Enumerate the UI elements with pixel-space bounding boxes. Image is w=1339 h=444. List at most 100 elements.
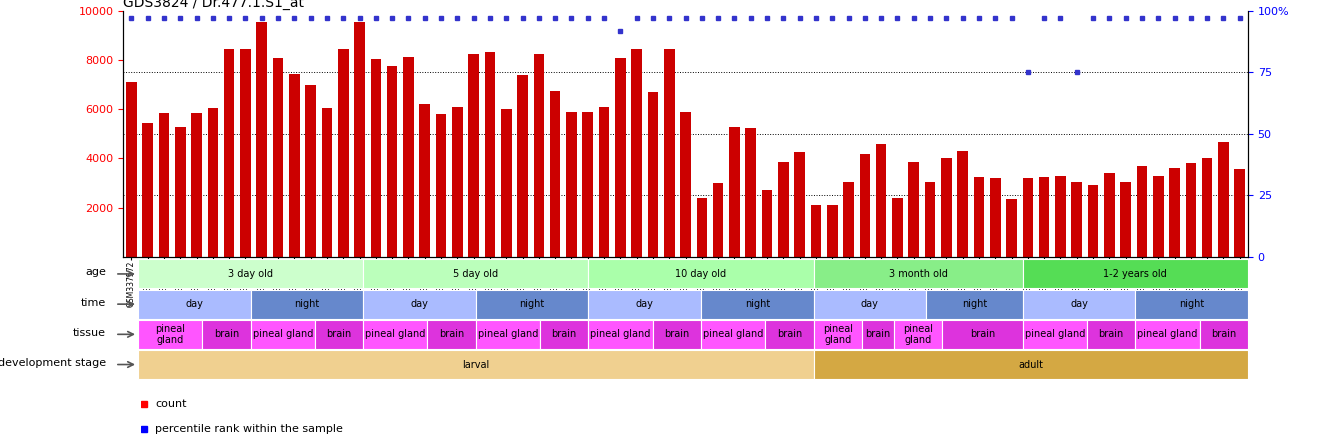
Bar (138, 320, 202, 349)
Bar (1169, 168, 1180, 257)
Text: tissue: tissue (72, 328, 106, 338)
Bar (814, 259, 1023, 289)
Bar (696, 198, 707, 257)
Bar (680, 112, 691, 257)
Bar (533, 54, 544, 257)
Bar (588, 259, 814, 289)
Text: day: day (411, 299, 428, 309)
Bar (138, 289, 250, 319)
Bar (908, 162, 919, 257)
Bar (1135, 289, 1248, 319)
Bar (250, 320, 315, 349)
Bar (1039, 177, 1050, 257)
Text: night: night (1180, 299, 1204, 309)
Text: brain: brain (327, 329, 352, 339)
Text: brain: brain (777, 329, 802, 339)
Bar (876, 144, 886, 257)
Bar (1023, 320, 1087, 349)
Bar (175, 127, 186, 257)
Text: day: day (185, 299, 204, 309)
Bar (453, 107, 463, 257)
Bar (475, 289, 588, 319)
Bar (1055, 176, 1066, 257)
Bar (191, 113, 202, 257)
Text: pineal gland: pineal gland (590, 329, 651, 339)
Bar (224, 49, 234, 257)
Bar (599, 107, 609, 257)
Bar (305, 85, 316, 257)
Bar (315, 320, 363, 349)
Bar (138, 259, 363, 289)
Bar (250, 289, 363, 319)
Bar (371, 59, 382, 257)
Bar (957, 151, 968, 257)
Text: 3 month old: 3 month old (889, 269, 948, 279)
Bar (1087, 186, 1098, 257)
Bar (387, 66, 398, 257)
Text: night: night (961, 299, 987, 309)
Bar (702, 320, 766, 349)
Bar (257, 22, 266, 257)
Text: brain: brain (664, 329, 690, 339)
Bar (1087, 320, 1135, 349)
Text: pineal
gland: pineal gland (822, 324, 853, 345)
Bar (844, 182, 854, 257)
Bar (363, 289, 475, 319)
Bar (702, 289, 814, 319)
Bar (427, 320, 475, 349)
Bar (1023, 289, 1135, 319)
Bar (582, 112, 593, 257)
Bar (1071, 182, 1082, 257)
Text: brain: brain (214, 329, 240, 339)
Bar (1235, 170, 1245, 257)
Bar (289, 74, 300, 257)
Bar (652, 320, 702, 349)
Bar (1185, 163, 1196, 257)
Text: count: count (155, 400, 187, 409)
Text: 5 day old: 5 day old (453, 269, 498, 279)
Text: 3 day old: 3 day old (228, 269, 273, 279)
Text: pineal gland: pineal gland (478, 329, 538, 339)
Bar (1218, 143, 1229, 257)
Bar (892, 198, 902, 257)
Text: day: day (861, 299, 878, 309)
Text: 1-2 years old: 1-2 years old (1103, 269, 1168, 279)
Text: pineal gland: pineal gland (703, 329, 763, 339)
Bar (1135, 320, 1200, 349)
Text: day: day (636, 299, 653, 309)
Bar (469, 54, 479, 257)
Bar (615, 58, 625, 257)
Text: brain: brain (1212, 329, 1236, 339)
Text: brain: brain (439, 329, 465, 339)
Bar (814, 320, 862, 349)
Bar (540, 320, 588, 349)
Text: percentile rank within the sample: percentile rank within the sample (155, 424, 343, 434)
Bar (485, 52, 495, 257)
Bar (941, 159, 952, 257)
Bar (1121, 182, 1131, 257)
Bar (927, 289, 1023, 319)
Bar (1137, 166, 1148, 257)
Bar (762, 190, 773, 257)
Text: larval: larval (462, 360, 489, 369)
Text: brain: brain (969, 329, 995, 339)
Bar (1105, 173, 1114, 257)
Bar (973, 177, 984, 257)
Bar (208, 108, 218, 257)
Bar (550, 91, 561, 257)
Text: brain: brain (552, 329, 577, 339)
Text: night: night (295, 299, 320, 309)
Bar (501, 109, 511, 257)
Text: pineal
gland: pineal gland (155, 324, 185, 345)
Bar (363, 259, 588, 289)
Bar (990, 178, 1000, 257)
Text: night: night (520, 299, 545, 309)
Bar (355, 22, 364, 257)
Bar (517, 75, 528, 257)
Bar (862, 320, 894, 349)
Bar (1200, 320, 1248, 349)
Bar (778, 162, 789, 257)
Text: pineal gland: pineal gland (1024, 329, 1085, 339)
Bar (419, 104, 430, 257)
Bar (138, 350, 814, 379)
